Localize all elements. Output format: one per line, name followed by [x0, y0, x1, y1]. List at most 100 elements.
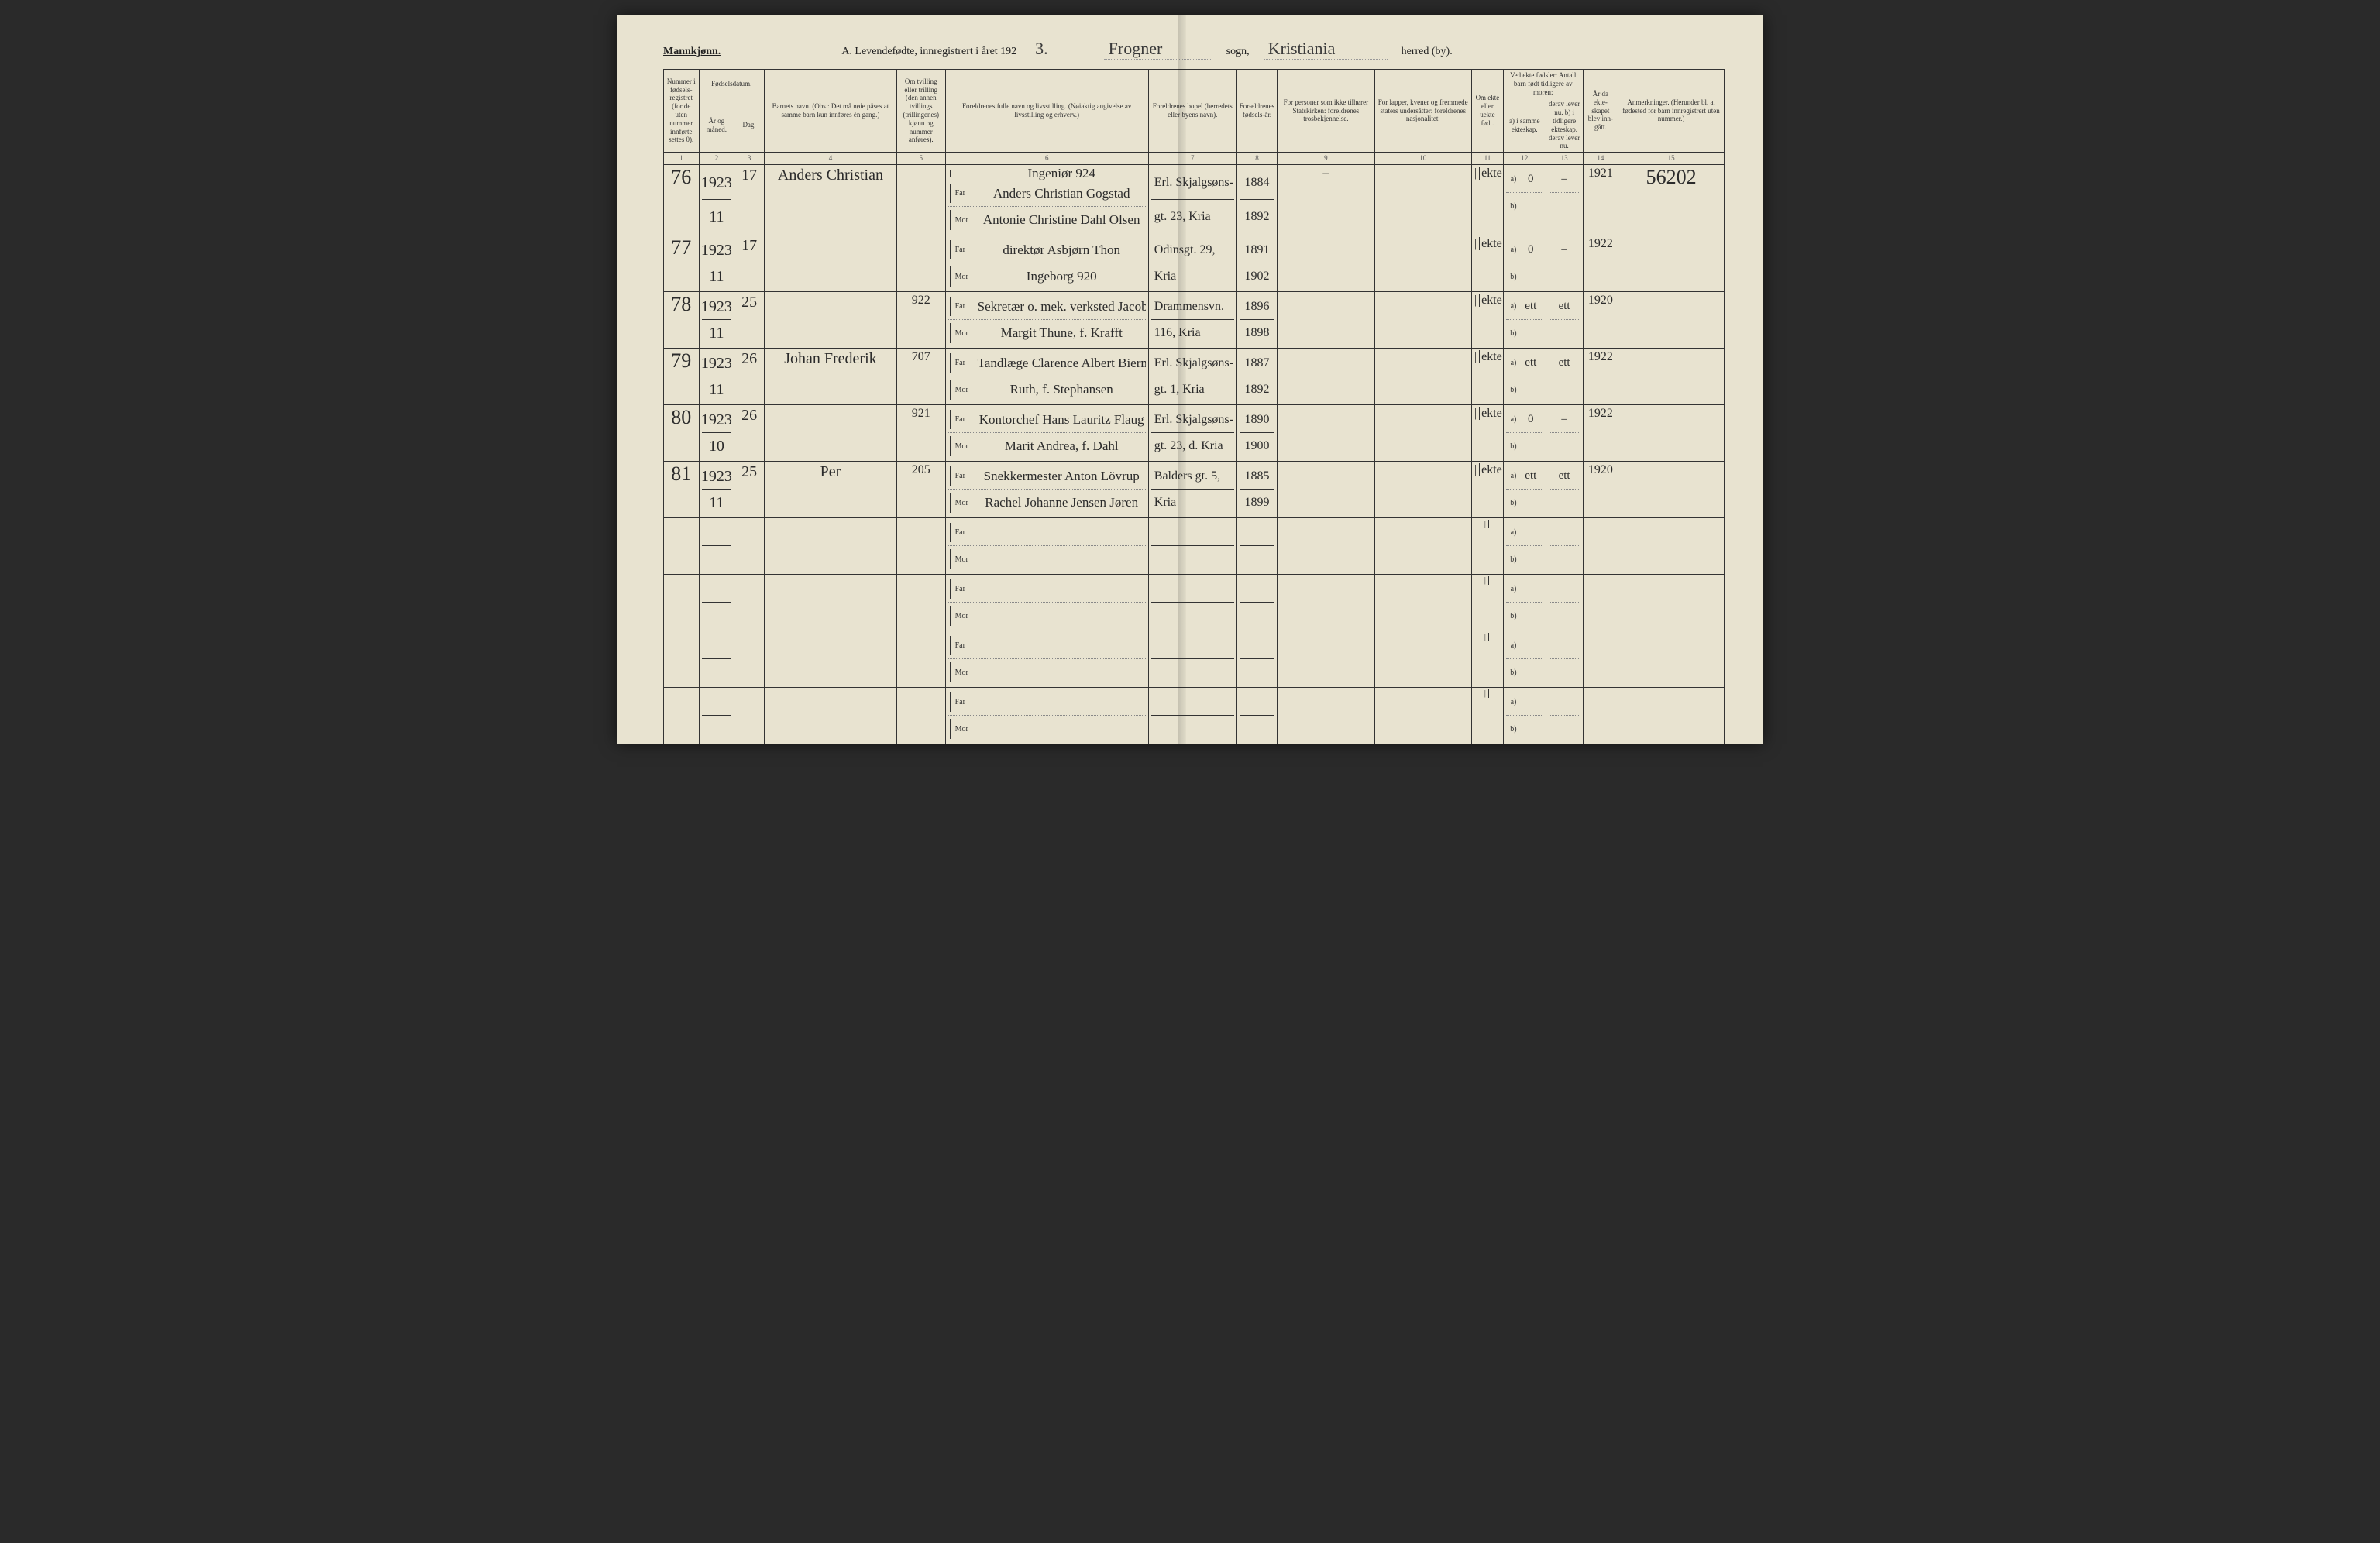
legitimacy: |ekte — [1471, 235, 1503, 292]
day: 26 — [734, 405, 765, 462]
religion — [1278, 518, 1374, 575]
remarks — [1618, 292, 1725, 349]
year-month: 192311 — [699, 292, 734, 349]
remarks — [1618, 235, 1725, 292]
residence — [1148, 688, 1236, 744]
prior-births: a)ettb) — [1503, 462, 1546, 518]
nationality — [1374, 405, 1471, 462]
entry-number: 78 — [664, 292, 700, 349]
religion — [1278, 688, 1374, 744]
parent-years: 18841892 — [1236, 165, 1277, 235]
marriage-year: 1920 — [1583, 292, 1618, 349]
prior-births-alive: – — [1546, 235, 1583, 292]
religion — [1278, 292, 1374, 349]
column-number-row: 1 2 3 4 5 6 7 8 9 10 11 12 13 14 15 — [664, 153, 1725, 165]
nationality — [1374, 631, 1471, 688]
col-9-header: For personer som ikke tilhører Statskirk… — [1278, 70, 1374, 153]
legitimacy: |ekte — [1471, 462, 1503, 518]
col-8-header: For-eldrenes fødsels-år. — [1236, 70, 1277, 153]
year-month: 192311 — [699, 462, 734, 518]
colnum: 4 — [764, 153, 896, 165]
religion — [1278, 405, 1374, 462]
day: 17 — [734, 165, 765, 235]
parents: FarMor — [945, 688, 1148, 744]
legitimacy: |ekte — [1471, 292, 1503, 349]
year-month: 192310 — [699, 405, 734, 462]
colnum: 15 — [1618, 153, 1725, 165]
prior-births-alive — [1546, 575, 1583, 631]
colnum: 3 — [734, 153, 765, 165]
year-month — [699, 575, 734, 631]
residence: Balders gt. 5,Kria — [1148, 462, 1236, 518]
child-name — [764, 292, 896, 349]
table-head: Nummer i fødsels-registret (for de uten … — [664, 70, 1725, 165]
colnum: 12 — [1503, 153, 1546, 165]
child-name — [764, 688, 896, 744]
nationality — [1374, 235, 1471, 292]
remarks — [1618, 349, 1725, 405]
child-name — [764, 405, 896, 462]
religion — [1278, 349, 1374, 405]
col-2-header: År og måned. — [699, 98, 734, 153]
parents: FarTandlæge Clarence Albert BiermannMorR… — [945, 349, 1148, 405]
prior-births: a)b) — [1503, 518, 1546, 575]
twin-note — [896, 235, 945, 292]
prior-births: a)b) — [1503, 631, 1546, 688]
prior-births-alive: ett — [1546, 462, 1583, 518]
nationality — [1374, 349, 1471, 405]
parents: FarKontorchef Hans Lauritz FlaugMorMarit… — [945, 405, 1148, 462]
register-page: Mannkjønn. A. Levendefødte, innregistrer… — [617, 15, 1763, 744]
prior-births-alive — [1546, 518, 1583, 575]
col-7-header: Foreldrenes bopel (herredets eller byens… — [1148, 70, 1236, 153]
colnum: 10 — [1374, 153, 1471, 165]
col-1-header: Nummer i fødsels-registret (for de uten … — [664, 70, 700, 153]
marriage-year: 1922 — [1583, 349, 1618, 405]
prior-births-alive: – — [1546, 165, 1583, 235]
marriage-year: 1920 — [1583, 462, 1618, 518]
entry-number: 80 — [664, 405, 700, 462]
year-month — [699, 688, 734, 744]
parents: FarMor — [945, 631, 1148, 688]
colnum: 8 — [1236, 153, 1277, 165]
legitimacy: | — [1471, 631, 1503, 688]
page-header: Mannkjønn. A. Levendefødte, innregistrer… — [663, 39, 1725, 60]
religion — [1278, 462, 1374, 518]
remarks — [1618, 462, 1725, 518]
child-name — [764, 235, 896, 292]
marriage-year — [1583, 518, 1618, 575]
marriage-year — [1583, 688, 1618, 744]
col-3-header: Dag. — [734, 98, 765, 153]
day — [734, 688, 765, 744]
religion — [1278, 631, 1374, 688]
entry-number: 77 — [664, 235, 700, 292]
twin-note: 922 — [896, 292, 945, 349]
remarks — [1618, 575, 1725, 631]
child-name — [764, 575, 896, 631]
parents: Fardirektør Asbjørn ThonMorIngeborg 920 — [945, 235, 1148, 292]
table-row: 7919231126Johan Frederik707FarTandlæge C… — [664, 349, 1725, 405]
year-month — [699, 631, 734, 688]
parent-years: 18901900 — [1236, 405, 1277, 462]
child-name: Anders Christian — [764, 165, 896, 235]
table-row-empty: FarMor|a)b) — [664, 518, 1725, 575]
remarks — [1618, 518, 1725, 575]
twin-note: 707 — [896, 349, 945, 405]
table-row-empty: FarMor|a)b) — [664, 575, 1725, 631]
table-row: 8119231125Per205FarSnekkermester Anton L… — [664, 462, 1725, 518]
day — [734, 631, 765, 688]
col-6-header: Foreldrenes fulle navn og livsstilling. … — [945, 70, 1148, 153]
title-prefix: A. Levendefødte, innregistrert i året 19… — [841, 46, 1016, 58]
day — [734, 575, 765, 631]
table-row-empty: FarMor|a)b) — [664, 688, 1725, 744]
prior-births: a)0b) — [1503, 235, 1546, 292]
remarks — [1618, 405, 1725, 462]
table-row: 7719231117Fardirektør Asbjørn ThonMorIng… — [664, 235, 1725, 292]
remarks — [1618, 688, 1725, 744]
religion — [1278, 235, 1374, 292]
residence — [1148, 631, 1236, 688]
entry-number — [664, 575, 700, 631]
entry-number: 81 — [664, 462, 700, 518]
prior-births: a)b) — [1503, 688, 1546, 744]
col-15-header: Anmerkninger. (Herunder bl. a. fødested … — [1618, 70, 1725, 153]
prior-births-alive — [1546, 631, 1583, 688]
